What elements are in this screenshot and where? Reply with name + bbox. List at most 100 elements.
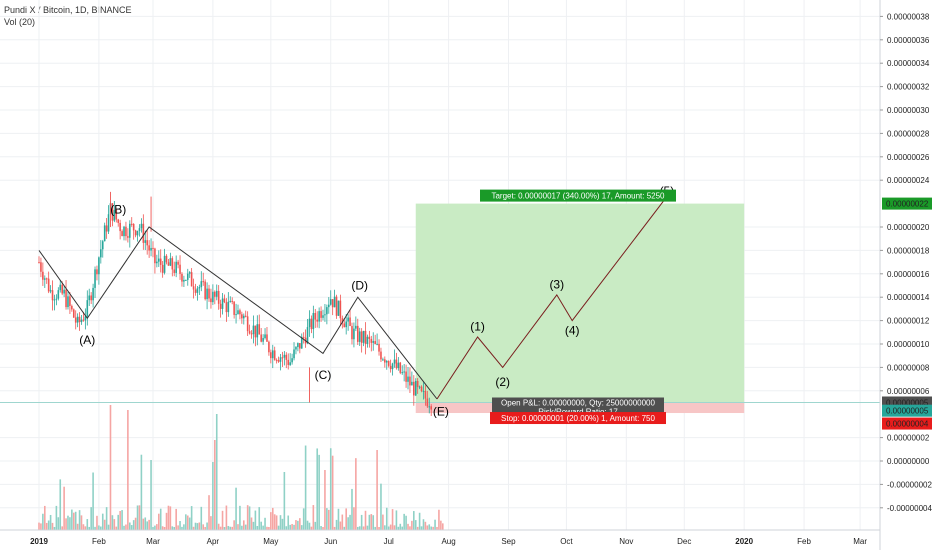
volume-bar <box>231 526 233 530</box>
volume-bar <box>246 505 249 530</box>
volume-bar <box>130 525 133 530</box>
price-tick-label: 0.00000034 <box>887 59 930 68</box>
volume-bar <box>42 513 44 530</box>
impulse-wave-path[interactable] <box>436 196 668 400</box>
volume-bar <box>364 510 367 530</box>
candle-body <box>405 371 407 382</box>
candle-body <box>241 314 243 319</box>
volume-bar <box>38 522 40 530</box>
volume-bar <box>244 524 247 530</box>
stop-tag-bg <box>490 412 666 425</box>
volume-bar <box>200 506 203 530</box>
candle-body <box>169 258 172 266</box>
candle-body <box>215 290 218 297</box>
candle-body <box>356 325 359 342</box>
volume-bar <box>358 526 361 530</box>
time-axis[interactable]: 2019 Feb Mar Apr May Jun Jul Aug Sep Oct Nov Dec 202… <box>0 529 880 546</box>
time-tick-label: Feb <box>797 537 811 546</box>
price-tick-label: 0.00000032 <box>887 83 930 92</box>
wave-label: (2) <box>495 375 510 389</box>
volume-bar <box>355 458 357 530</box>
corrective-wave-path[interactable] <box>38 226 438 400</box>
price-tick-label: 0.00000026 <box>887 153 930 162</box>
candle-body <box>125 226 127 237</box>
volume-bar <box>154 525 156 530</box>
price-tick-label: 0.00000006 <box>887 387 930 396</box>
candle-body <box>43 278 46 280</box>
candle-body <box>424 390 427 399</box>
volume-bar <box>360 514 363 530</box>
candle-body <box>281 357 284 359</box>
candle-body <box>295 347 297 350</box>
volume-bar <box>270 512 272 530</box>
volume-bar <box>150 460 152 530</box>
candle-body <box>246 316 249 332</box>
volume-indicator-label[interactable]: Vol (20) <box>4 17 36 27</box>
volume-bar <box>156 524 158 530</box>
price-tick-label: 0.00000020 <box>887 223 930 232</box>
candle-body <box>67 296 69 308</box>
price-tick-label: 0.00000014 <box>887 293 930 302</box>
candle-body <box>157 258 160 262</box>
highlighted-price-bg <box>882 404 932 417</box>
candle-body <box>212 291 214 303</box>
volume-bar <box>194 522 197 530</box>
volume-bar <box>356 526 359 530</box>
candle-body <box>420 386 423 392</box>
volume-bar <box>420 526 423 530</box>
candle-body <box>101 241 104 250</box>
volume-bar <box>183 524 185 530</box>
volume-bar <box>318 454 320 530</box>
candle-body <box>337 300 340 316</box>
candle-body <box>370 339 373 343</box>
candle-body <box>196 288 199 293</box>
volume-bar <box>293 524 295 530</box>
highlighted-price-bg <box>882 417 932 430</box>
candle-body <box>428 406 431 408</box>
elliott-wave-drawings[interactable] <box>38 196 668 400</box>
position-zones <box>0 203 880 414</box>
volume-bar <box>65 518 67 530</box>
volume-bar <box>63 486 65 530</box>
volume-bar <box>322 526 324 530</box>
volume-bar <box>254 510 257 530</box>
volume-bar <box>219 526 222 530</box>
volume-bar <box>441 523 444 530</box>
volume-bar <box>55 505 58 530</box>
volume-bar <box>258 507 261 530</box>
risk-reward-text: Risk/Reward Ratio: 17 <box>538 408 618 417</box>
volume-bar <box>98 525 100 530</box>
volume-bar <box>119 511 121 530</box>
time-tick-label: Mar <box>853 537 867 546</box>
volume-bar <box>105 507 108 530</box>
time-tick-label: Mar <box>146 537 160 546</box>
candle-body <box>63 289 65 294</box>
candle-body <box>260 334 262 342</box>
candle-body <box>90 295 92 301</box>
candle-body <box>376 343 378 345</box>
volume-bar <box>82 524 85 530</box>
candle-body <box>355 325 357 329</box>
price-axis[interactable]: 0.00000038 0.00000036 0.00000034 0.00000032… <box>879 0 932 550</box>
candle-body <box>82 319 85 321</box>
volume-bar <box>214 440 216 530</box>
candle-body <box>88 295 91 301</box>
candle-body <box>132 223 135 231</box>
candle-body <box>129 223 131 238</box>
volume-bar <box>144 517 147 530</box>
candle-body <box>55 298 58 300</box>
volume-bar <box>165 512 168 530</box>
time-tick-label: Jun <box>324 537 337 546</box>
candle-body <box>38 262 40 264</box>
volume-bar <box>132 520 135 530</box>
candle-body <box>252 325 255 335</box>
volume-bar <box>96 515 98 530</box>
target-tag-bg <box>480 189 676 202</box>
candle-body <box>270 352 272 359</box>
wave-label: (3) <box>549 278 564 292</box>
candle-body <box>384 359 386 363</box>
candle-body <box>156 261 158 264</box>
wave-label: (E) <box>433 404 449 418</box>
candle-body <box>107 214 110 232</box>
